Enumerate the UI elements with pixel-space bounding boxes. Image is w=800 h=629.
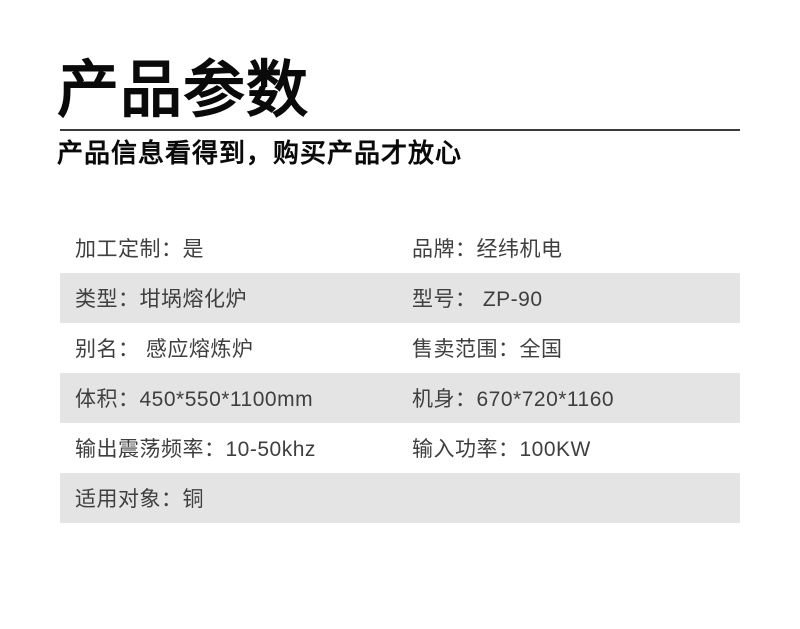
spec-cell-brand: 品牌：经纬机电: [412, 238, 563, 261]
spec-cell-applicable-object: 适用对象：铜: [75, 488, 204, 511]
spec-cell-model: 型号： ZP-90: [412, 288, 543, 311]
page-subtitle: 产品信息看得到，购买产品才放心: [57, 138, 463, 168]
spec-cell-input-power: 输入功率：100KW: [412, 438, 591, 461]
spec-row-type: 类型：坩埚熔化炉 型号： ZP-90: [60, 273, 740, 323]
spec-cell-customization: 加工定制：是: [75, 238, 204, 261]
spec-cell-sales-area: 售卖范围：全国: [412, 338, 563, 361]
spec-cell-alias: 别名： 感应熔炼炉: [75, 338, 254, 361]
spec-cell-volume: 体积：450*550*1100mm: [75, 388, 314, 411]
spec-cell-type: 类型：坩埚熔化炉: [75, 288, 247, 311]
spec-cell-body-size: 机身：670*720*1160: [412, 388, 615, 411]
spec-row-alias: 别名： 感应熔炼炉 售卖范围：全国: [60, 323, 740, 373]
product-parameters-page: 产品参数 产品信息看得到，购买产品才放心 加工定制：是 品牌：经纬机电 类型：坩…: [0, 55, 800, 629]
spec-row-volume: 体积：450*550*1100mm 机身：670*720*1160: [60, 373, 740, 423]
spec-row-applicable-object: 适用对象：铜: [60, 473, 740, 523]
title-divider: [60, 129, 740, 131]
spec-cell-output-frequency: 输出震荡频率：10-50khz: [75, 438, 316, 461]
spec-row-frequency: 输出震荡频率：10-50khz 输入功率：100KW: [60, 423, 740, 473]
page-title: 产品参数: [57, 56, 310, 125]
spec-table: 加工定制：是 品牌：经纬机电 类型：坩埚熔化炉 型号： ZP-90 别名： 感应…: [60, 223, 740, 523]
spec-row-customization: 加工定制：是 品牌：经纬机电: [60, 223, 740, 273]
